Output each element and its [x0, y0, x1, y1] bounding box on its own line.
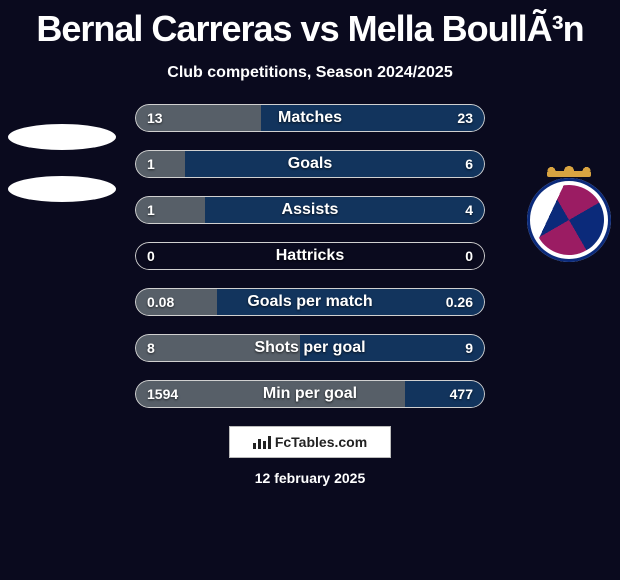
left-team-badge — [4, 110, 114, 220]
stat-label: Goals per match — [135, 288, 485, 316]
date-label: 12 february 2025 — [0, 470, 620, 486]
fctables-logo[interactable]: FcTables.com — [229, 426, 391, 458]
chart-icon — [253, 435, 271, 449]
stat-row: 00Hattricks — [135, 242, 485, 270]
page-title: Bernal Carreras vs Mella BoullÃ³n — [0, 0, 620, 50]
stat-row: 89Shots per goal — [135, 334, 485, 362]
brand-label: FcTables.com — [275, 434, 367, 450]
stat-label: Matches — [135, 104, 485, 132]
club-crest-icon — [527, 178, 611, 262]
crown-icon — [547, 161, 591, 177]
stat-row: 14Assists — [135, 196, 485, 224]
stat-row: 1323Matches — [135, 104, 485, 132]
stat-row: 16Goals — [135, 150, 485, 178]
stats-comparison: 1323Matches 16Goals 14Assists 00Hattricks 0.… — [135, 104, 485, 408]
stat-row: 1594477Min per goal — [135, 380, 485, 408]
stat-label: Min per goal — [135, 380, 485, 408]
placeholder-ellipse — [8, 176, 116, 202]
stat-label: Goals — [135, 150, 485, 178]
stat-label: Assists — [135, 196, 485, 224]
stat-row: 0.080.26Goals per match — [135, 288, 485, 316]
stat-label: Hattricks — [135, 242, 485, 270]
stat-label: Shots per goal — [135, 334, 485, 362]
right-team-badge — [514, 165, 620, 275]
placeholder-ellipse — [8, 124, 116, 150]
subtitle: Club competitions, Season 2024/2025 — [0, 64, 620, 82]
